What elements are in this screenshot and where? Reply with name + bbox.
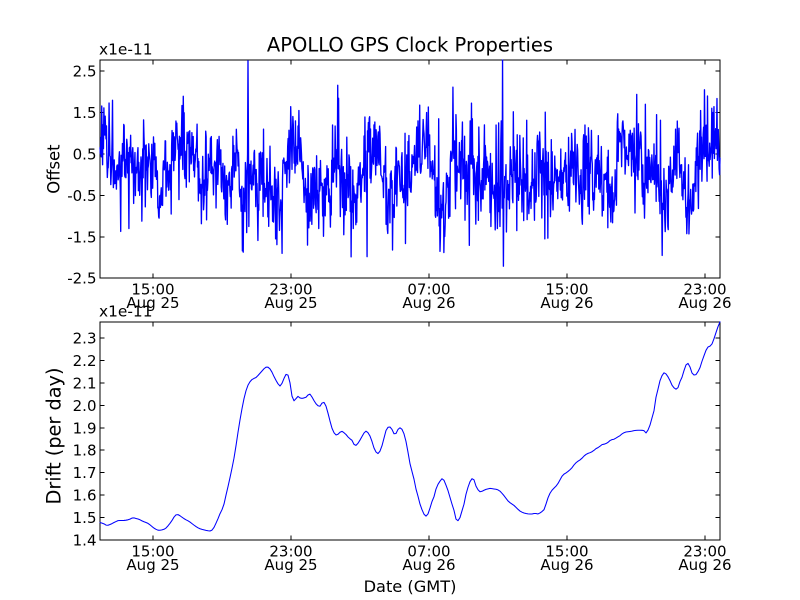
x-tick-label-date: Aug 25	[264, 556, 317, 574]
x-tick-label-date: Aug 26	[402, 294, 455, 312]
x-tick-label-time: 23:00	[269, 543, 312, 561]
y-tick-label: 1.8	[73, 442, 97, 460]
x-tick-label-time: 23:00	[269, 281, 312, 299]
x-axis-label: Date (GMT)	[364, 577, 457, 596]
y-tick-label: 1.7	[73, 464, 97, 482]
x-tick-label-date: Aug 26	[678, 556, 731, 574]
y-tick-label: -2.5	[67, 270, 96, 288]
y-tick-label: 1.5	[73, 104, 97, 122]
y-tick-label: 2.5	[73, 63, 97, 81]
x-tick-label-date: Aug 26	[540, 294, 593, 312]
y-tick-label: 1.9	[73, 419, 97, 437]
x-tick-label-date: Aug 26	[402, 556, 455, 574]
x-tick-label-time: 07:00	[407, 281, 450, 299]
x-tick-label-date: Aug 25	[126, 556, 179, 574]
x-tick-label-time: 07:00	[407, 543, 450, 561]
x-tick-label-date: Aug 26	[678, 294, 731, 312]
y-tick-label: 2.2	[73, 352, 97, 370]
y-tick-label: 2.1	[73, 374, 97, 392]
y-tick-label: 2.0	[73, 397, 97, 415]
x-tick-label-date: Aug 26	[540, 556, 593, 574]
offset-series-line	[99, 59, 721, 267]
y-tick-label: -0.5	[67, 187, 96, 205]
x-tick-label-time: 15:00	[131, 543, 174, 561]
y-tick-label: 2.3	[73, 330, 97, 348]
plot-title: APOLLO GPS Clock Properties	[267, 34, 553, 57]
x-tick-label-time: 15:00	[545, 543, 588, 561]
drift-y-axis-label: Drift (per day)	[43, 368, 66, 505]
y-tick-label: -1.5	[67, 228, 96, 246]
x-tick-label-date: Aug 25	[126, 294, 179, 312]
drift-scale-label: x1e-11	[99, 302, 153, 320]
y-tick-label: 0.5	[73, 145, 97, 163]
x-tick-label-time: 15:00	[131, 281, 174, 299]
y-tick-label: 1.5	[73, 509, 97, 527]
x-tick-label-date: Aug 25	[264, 294, 317, 312]
x-tick-label-time: 15:00	[545, 281, 588, 299]
drift-axes-frame	[99, 321, 721, 541]
x-tick-label-time: 23:00	[683, 543, 726, 561]
drift-axes-ticks	[100, 321, 720, 541]
y-tick-label: 1.6	[73, 487, 97, 505]
offset-y-axis-label: Offset	[44, 144, 63, 194]
y-tick-label: 1.4	[73, 532, 97, 550]
drift-series-line	[99, 321, 721, 532]
offset-scale-label: x1e-11	[99, 41, 153, 59]
x-tick-label-time: 23:00	[683, 281, 726, 299]
